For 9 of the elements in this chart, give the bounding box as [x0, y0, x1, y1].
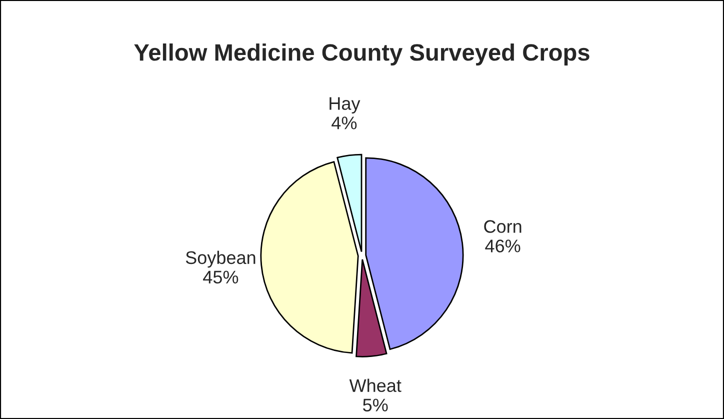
- slice-label: Wheat: [349, 378, 402, 392]
- data-label: 5%: [363, 398, 388, 412]
- slice-label: Hay: [330, 97, 360, 114]
- slice-label: Corn: [484, 220, 522, 233]
- data-label: 46%: [485, 240, 520, 252]
- data-label: 4%: [332, 116, 357, 130]
- data-label: 45%: [203, 270, 238, 284]
- chart-title: Yellow Medicine County Surveyed Crops: [134, 43, 590, 66]
- slice-label: Soybean: [186, 250, 256, 268]
